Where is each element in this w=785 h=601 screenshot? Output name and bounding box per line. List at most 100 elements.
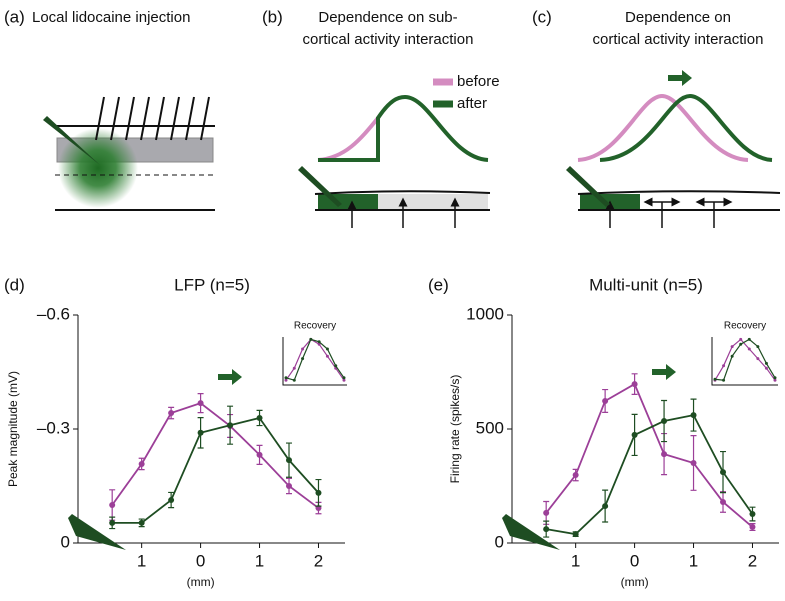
panel-label: (b)	[262, 7, 283, 26]
inset-point	[773, 378, 777, 382]
inset-point	[730, 354, 734, 358]
panel-title: cortical activity interaction	[303, 31, 474, 48]
inset-point	[713, 377, 717, 381]
point	[631, 431, 638, 438]
arrows	[605, 197, 733, 228]
block	[378, 194, 488, 210]
y-tick-label: –0.3	[37, 418, 70, 437]
legend-label: after	[457, 95, 487, 112]
x-tick-label: 1	[571, 551, 580, 570]
y-tick-label: –0.6	[37, 304, 70, 323]
pipette	[502, 514, 560, 550]
curve-before	[317, 116, 380, 162]
inset-point	[756, 357, 760, 361]
inset-point	[722, 364, 726, 368]
x-axis-label: (mm)	[187, 575, 215, 589]
point	[720, 498, 727, 505]
pipette	[43, 116, 100, 165]
point	[256, 414, 263, 421]
electrodes	[95, 96, 210, 141]
inset-point	[730, 345, 734, 349]
point	[543, 526, 550, 533]
panel-label: (d)	[4, 275, 25, 294]
arrows	[347, 197, 460, 228]
inset-point	[325, 354, 329, 358]
x-tick-label: 1	[689, 551, 698, 570]
series-line	[112, 416, 320, 524]
x-tick-label: 0	[630, 551, 639, 570]
inset-point	[739, 337, 743, 341]
y-axis-label: Firing rate (spikes/s)	[448, 375, 462, 484]
panel-label: (a)	[4, 7, 25, 26]
point	[138, 519, 145, 526]
curve-before	[577, 93, 749, 162]
inset-line	[285, 338, 345, 381]
x-tick-label: 2	[314, 551, 323, 570]
inset-point	[342, 376, 346, 380]
x-tick-label: 1	[137, 551, 146, 570]
series-line	[545, 382, 754, 528]
curve-after	[599, 93, 773, 162]
point	[690, 459, 697, 466]
inset-point	[747, 337, 751, 341]
point	[256, 451, 263, 458]
panel-title: Dependence on	[625, 9, 731, 26]
inset-point	[764, 366, 768, 370]
inset-point	[334, 364, 338, 368]
pipette	[298, 166, 342, 207]
point	[286, 457, 293, 464]
shift-arrow	[668, 70, 692, 86]
point	[572, 472, 579, 479]
series-line	[111, 402, 320, 509]
inset-line	[714, 338, 776, 381]
inset-axes	[282, 337, 347, 386]
inset-point	[292, 366, 296, 370]
point	[631, 381, 638, 388]
inset-point	[747, 347, 751, 351]
panel-title: cortical activity interaction	[593, 31, 764, 48]
point	[315, 489, 322, 496]
inset-point	[764, 361, 768, 365]
legend-label: before	[457, 73, 500, 90]
panel-label: (c)	[532, 7, 552, 26]
y-tick-label: 1000	[466, 304, 504, 323]
x-tick-label: 0	[196, 551, 205, 570]
inset-point	[773, 376, 777, 380]
x-tick-label: 2	[748, 551, 757, 570]
point	[661, 451, 668, 458]
point	[602, 503, 609, 510]
inset-point	[739, 342, 743, 346]
point	[138, 460, 145, 467]
inset-point	[342, 378, 346, 382]
point	[109, 502, 116, 508]
inset-line	[714, 338, 776, 381]
x-tick-label: 1	[255, 551, 264, 570]
point	[227, 422, 234, 429]
cortex	[577, 190, 781, 211]
point	[197, 429, 204, 436]
point	[286, 483, 293, 489]
y-tick-label: 0	[61, 532, 70, 551]
point	[168, 410, 175, 417]
point	[720, 469, 727, 476]
inset-point	[292, 378, 296, 382]
chart-title: Multi-unit (n=5)	[589, 275, 703, 294]
inset-point	[284, 376, 288, 380]
panel-title: Dependence on sub-	[318, 9, 457, 26]
panel-title: Local lidocaine injection	[32, 9, 190, 26]
inset-point	[284, 378, 288, 382]
inset-axes	[711, 337, 778, 386]
point	[602, 397, 609, 404]
point	[690, 412, 697, 419]
inset-point	[722, 378, 726, 382]
inset-point	[325, 347, 329, 351]
panel-label: (e)	[428, 275, 449, 294]
inset-point	[317, 340, 321, 344]
point	[543, 509, 550, 516]
pipette	[68, 514, 126, 550]
point	[197, 400, 204, 407]
point	[572, 531, 579, 538]
y-axis-label: Peak magnitude (mV)	[6, 371, 20, 487]
